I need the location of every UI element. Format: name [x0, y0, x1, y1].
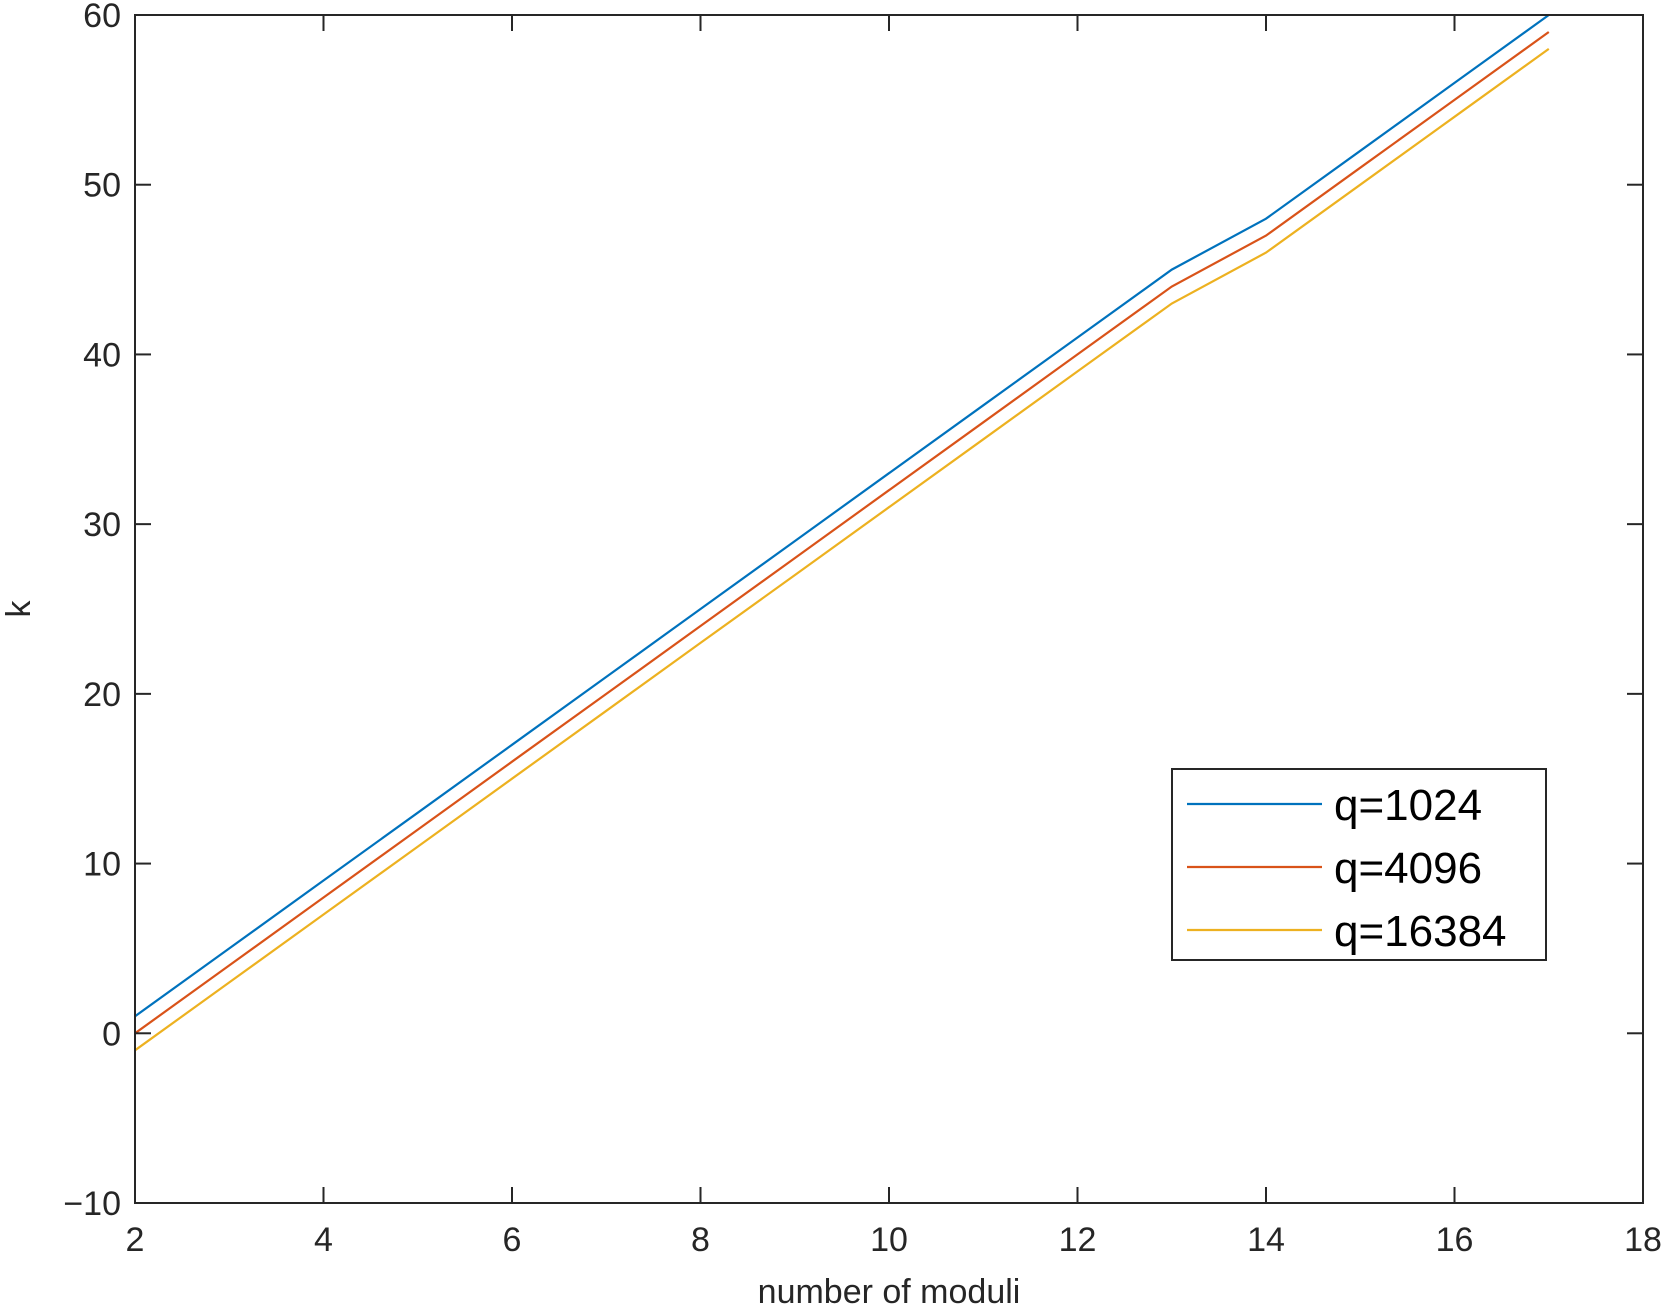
y-tick-label: 30: [83, 506, 121, 544]
legend-label: q=16384: [1334, 907, 1507, 956]
y-axis-ticks: −10 0 10 20 30 40 50 60: [63, 0, 1643, 1223]
y-tick-label: 20: [83, 676, 121, 714]
y-tick-label: 50: [83, 167, 121, 205]
series-line-q-16384: [134, 48, 1550, 1052]
y-tick-label: 40: [83, 336, 121, 374]
y-tick-label: −10: [63, 1185, 121, 1223]
x-tick-label: 2: [126, 1221, 145, 1259]
x-tick-label: 12: [1059, 1221, 1097, 1259]
legend: q=1024 q=4096 q=16384: [1171, 768, 1547, 961]
x-tick-label: 8: [691, 1221, 710, 1259]
x-tick-label: 14: [1247, 1221, 1285, 1259]
legend-box: [1171, 768, 1547, 961]
y-tick-label: 60: [83, 0, 121, 35]
y-axis-title: k: [0, 600, 38, 618]
x-tick-label: 16: [1436, 1221, 1474, 1259]
x-tick-label: 4: [314, 1221, 333, 1259]
y-tick-label: 0: [102, 1015, 121, 1053]
series-line-q-4096: [134, 31, 1550, 1035]
x-tick-label: 10: [870, 1221, 908, 1259]
x-axis-ticks: 2 4 6 8 10 12 14 16 18: [126, 15, 1661, 1259]
series-line-q-1024: [134, 14, 1550, 1018]
legend-label: q=1024: [1334, 781, 1482, 830]
y-tick-label: 10: [83, 846, 121, 884]
x-axis-title: number of moduli: [758, 1273, 1021, 1310]
x-tick-label: 18: [1624, 1221, 1661, 1259]
legend-label: q=4096: [1334, 844, 1482, 893]
series-layer: [134, 14, 1550, 1052]
x-tick-label: 6: [503, 1221, 522, 1259]
